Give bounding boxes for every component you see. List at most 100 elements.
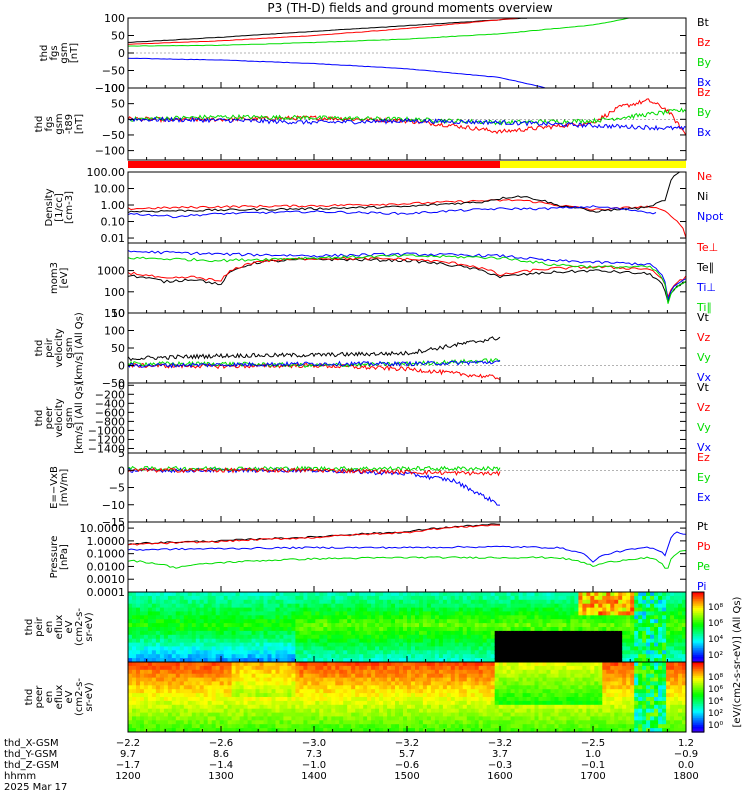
spectrogram-cell bbox=[514, 677, 520, 683]
spectrogram-cell bbox=[446, 627, 452, 632]
spectrogram-cell bbox=[387, 658, 392, 662]
spectrogram-cell bbox=[542, 619, 548, 624]
spectrogram-cell bbox=[506, 700, 512, 706]
spectrogram-cell bbox=[462, 592, 468, 597]
spectrogram-cell bbox=[331, 592, 336, 597]
spectrogram-cell bbox=[542, 724, 548, 729]
spectrogram-cell bbox=[574, 607, 579, 613]
spectrogram-cell bbox=[243, 611, 249, 616]
spectrogram-cell bbox=[339, 673, 344, 679]
spectrogram-cell bbox=[355, 700, 360, 706]
spectrogram-cell bbox=[159, 634, 165, 640]
spectrogram-cell bbox=[634, 619, 639, 624]
spectrogram-cell bbox=[498, 728, 504, 732]
spectrogram-cell bbox=[195, 708, 201, 714]
spectrogram-cell bbox=[526, 615, 532, 620]
spectrogram-cell bbox=[267, 592, 273, 597]
spectrogram-cell bbox=[486, 627, 492, 632]
spectrogram-cell bbox=[506, 595, 512, 601]
spectrogram-cell bbox=[207, 708, 213, 714]
spectrogram-cell bbox=[586, 623, 591, 628]
spectrogram-cell bbox=[279, 623, 285, 628]
spectrogram-cell bbox=[470, 638, 476, 644]
spectrogram-cell bbox=[422, 595, 428, 601]
spectrogram-cell bbox=[434, 673, 440, 679]
spectrogram-cell bbox=[514, 665, 520, 671]
spectrogram-cell bbox=[415, 697, 420, 702]
spectrogram-cell bbox=[303, 681, 308, 686]
spectrogram-cell bbox=[183, 623, 189, 628]
spectrogram-cell bbox=[419, 728, 424, 732]
spectrogram-cell bbox=[602, 599, 607, 605]
spectrogram-cell bbox=[602, 658, 607, 662]
y-axis-label: thd bbox=[34, 340, 45, 357]
series-Te⊥ bbox=[128, 256, 686, 299]
spectrogram-cell bbox=[538, 630, 544, 636]
spectrogram-cell bbox=[646, 599, 651, 605]
spectrogram-cell bbox=[339, 642, 344, 648]
spectrogram-cell bbox=[658, 599, 663, 605]
spectrogram-cell bbox=[203, 673, 209, 679]
y-axis-label: E=−VxB bbox=[49, 466, 60, 509]
spectrogram-cell bbox=[303, 704, 308, 710]
spectrogram-cell bbox=[239, 658, 245, 662]
spectrogram-cell bbox=[327, 592, 332, 597]
spectrogram-cell bbox=[239, 673, 245, 679]
spectrogram-cell bbox=[518, 704, 524, 710]
spectrogram-cell bbox=[163, 599, 169, 605]
spectrogram-cell bbox=[514, 650, 520, 655]
spectrogram-cell bbox=[143, 712, 149, 718]
spectrogram-cell bbox=[403, 634, 408, 640]
spectrogram-cell bbox=[187, 603, 193, 609]
spectrogram-cell bbox=[351, 627, 356, 632]
spectrogram-cell bbox=[339, 720, 344, 725]
spectrogram-cell bbox=[450, 693, 456, 698]
spectrogram-cell bbox=[598, 623, 603, 628]
spectrogram-cell bbox=[215, 662, 221, 667]
spectrogram-cell bbox=[140, 689, 145, 694]
spectrogram-cell bbox=[494, 685, 500, 690]
spectrogram-cell bbox=[140, 642, 145, 648]
spectrogram-cell bbox=[538, 700, 544, 706]
spectrogram-cell bbox=[203, 665, 209, 671]
spectrogram-cell bbox=[295, 615, 300, 620]
spectrogram-cell bbox=[307, 607, 312, 613]
spectrogram-cell bbox=[263, 595, 269, 601]
spectrogram-cell bbox=[371, 697, 376, 702]
spectrogram-cell bbox=[371, 681, 376, 686]
spectrogram-cell bbox=[554, 627, 560, 632]
spectrogram-cell bbox=[140, 599, 145, 605]
spectrogram-cell bbox=[147, 638, 153, 644]
spectrogram-cell bbox=[319, 697, 324, 702]
spectrogram-cell bbox=[303, 595, 308, 601]
spectrogram-cell bbox=[247, 603, 253, 609]
spectrogram-cell bbox=[307, 654, 312, 659]
spectrogram-cell bbox=[307, 627, 312, 632]
spectrogram-cell bbox=[530, 650, 536, 655]
spectrogram-cell bbox=[223, 634, 229, 640]
spectrogram-cell bbox=[642, 623, 647, 628]
spectrogram-cell bbox=[482, 673, 488, 679]
spectrogram-cell bbox=[371, 708, 376, 714]
panel-frame bbox=[127, 382, 687, 454]
spectrogram-cell bbox=[351, 623, 356, 628]
spectrogram-cell bbox=[171, 650, 177, 655]
spectrogram-cell bbox=[171, 720, 177, 725]
spectrogram-cell bbox=[267, 623, 273, 628]
spectrogram-cell bbox=[128, 595, 133, 601]
spectrogram-cell bbox=[430, 689, 436, 694]
spectrogram-cell bbox=[275, 630, 281, 636]
spectrogram-cell bbox=[159, 673, 165, 679]
spectrogram-cell bbox=[530, 642, 536, 648]
spectrogram-cell bbox=[355, 673, 360, 679]
spectrogram-cell bbox=[470, 630, 476, 636]
spectrogram-cell bbox=[458, 638, 464, 644]
spectrogram-cell bbox=[550, 630, 556, 636]
spectrogram-cell bbox=[147, 689, 153, 694]
spectrogram-cell bbox=[163, 716, 169, 721]
spectrogram-cell bbox=[279, 716, 285, 721]
spectrogram-cell bbox=[239, 685, 245, 690]
spectrogram-cell bbox=[618, 650, 623, 655]
spectrogram-cell bbox=[323, 607, 328, 613]
spectrogram-cell bbox=[470, 685, 476, 690]
